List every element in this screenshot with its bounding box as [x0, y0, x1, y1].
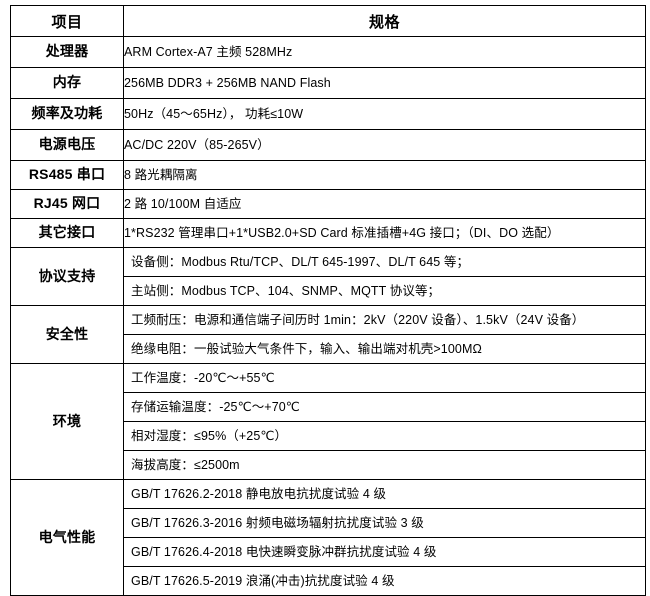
environment-operating-temperature: 工作温度：-20℃～+55℃: [124, 364, 645, 393]
electrical-surge-immunity: GB/T 17626.5-2019 浪涌(冲击)抗扰度试验 4 级: [124, 566, 645, 595]
row-value-memory: 256MB DDR3 + 256MB NAND Flash: [123, 67, 646, 99]
row-value-supply-voltage: AC/DC 220V（85-265V）: [123, 129, 646, 161]
sub-row: 绝缘电阻：一般试验大气条件下，输入、输出端对机壳>100MΩ: [124, 334, 645, 363]
row-label-frequency-power: 频率及功耗: [10, 98, 124, 130]
table-row: 电源电压 AC/DC 220V（85-265V）: [10, 129, 646, 161]
electrical-eft-burst-immunity: GB/T 17626.4-2018 电快速瞬变脉冲群抗扰度试验 4 级: [124, 537, 645, 567]
table-row: 安全性 工频耐压：电源和通信端子间历时 1min：2kV（220V 设备）、1.…: [10, 305, 646, 364]
header-spec: 规格: [123, 5, 646, 37]
row-label-protocol-support: 协议支持: [10, 247, 124, 306]
table-row: 其它接口 1*RS232 管理串口+1*USB2.0+SD Card 标准插槽+…: [10, 218, 646, 248]
row-label-rs485-serial: RS485 串口: [10, 160, 124, 190]
table-row: RS485 串口 8 路光耦隔离: [10, 160, 646, 190]
sub-row: 存储运输温度：-25℃～+70℃: [124, 392, 645, 422]
safety-withstand-voltage: 工频耐压：电源和通信端子间历时 1min：2kV（220V 设备）、1.5kV（…: [124, 306, 645, 335]
table-row: 处理器 ARM Cortex-A7 主频 528MHz: [10, 36, 646, 68]
sub-row: 海拔高度：≤2500m: [124, 450, 645, 479]
environment-storage-transport-temperature: 存储运输温度：-25℃～+70℃: [124, 392, 645, 422]
sub-table-protocol: 设备侧：Modbus Rtu/TCP、DL/T 645-1997、DL/T 64…: [124, 248, 645, 305]
row-label-supply-voltage: 电源电压: [10, 129, 124, 161]
row-value-safety: 工频耐压：电源和通信端子间历时 1min：2kV（220V 设备）、1.5kV（…: [123, 305, 646, 364]
row-label-processor: 处理器: [10, 36, 124, 68]
table-row: 电气性能 GB/T 17626.2-2018 静电放电抗扰度试验 4 级 GB/…: [10, 479, 646, 596]
environment-relative-humidity: 相对湿度：≤95%（+25℃）: [124, 421, 645, 451]
row-value-environment: 工作温度：-20℃～+55℃ 存储运输温度：-25℃～+70℃ 相对湿度：≤95…: [123, 363, 646, 480]
sub-table-environment: 工作温度：-20℃～+55℃ 存储运输温度：-25℃～+70℃ 相对湿度：≤95…: [124, 364, 645, 479]
sub-table-safety: 工频耐压：电源和通信端子间历时 1min：2kV（220V 设备）、1.5kV（…: [124, 306, 645, 363]
header-item: 项目: [10, 5, 124, 37]
row-label-safety: 安全性: [10, 305, 124, 364]
row-value-electrical-performance: GB/T 17626.2-2018 静电放电抗扰度试验 4 级 GB/T 176…: [123, 479, 646, 596]
row-label-environment: 环境: [10, 363, 124, 480]
electrical-esd-immunity: GB/T 17626.2-2018 静电放电抗扰度试验 4 级: [124, 480, 645, 509]
sub-row: GB/T 17626.4-2018 电快速瞬变脉冲群抗扰度试验 4 级: [124, 537, 645, 567]
sub-row: GB/T 17626.5-2019 浪涌(冲击)抗扰度试验 4 级: [124, 566, 645, 595]
protocol-device-side: 设备侧：Modbus Rtu/TCP、DL/T 645-1997、DL/T 64…: [124, 248, 645, 277]
environment-altitude: 海拔高度：≤2500m: [124, 450, 645, 479]
sub-table-electrical: GB/T 17626.2-2018 静电放电抗扰度试验 4 级 GB/T 176…: [124, 480, 645, 595]
sub-row: 设备侧：Modbus Rtu/TCP、DL/T 645-1997、DL/T 64…: [124, 248, 645, 277]
row-value-rs485-serial: 8 路光耦隔离: [123, 160, 646, 190]
row-label-rj45-ethernet: RJ45 网口: [10, 189, 124, 219]
row-label-electrical-performance: 电气性能: [10, 479, 124, 596]
row-value-processor: ARM Cortex-A7 主频 528MHz: [123, 36, 646, 68]
row-value-protocol-support: 设备侧：Modbus Rtu/TCP、DL/T 645-1997、DL/T 64…: [123, 247, 646, 306]
row-value-other-interfaces: 1*RS232 管理串口+1*USB2.0+SD Card 标准插槽+4G 接口…: [123, 218, 646, 248]
table-header-row: 项目 规格: [10, 5, 646, 37]
electrical-rf-field-immunity: GB/T 17626.3-2016 射频电磁场辐射抗扰度试验 3 级: [124, 508, 645, 538]
table-row: 环境 工作温度：-20℃～+55℃ 存储运输温度：-25℃～+70℃ 相对湿度：…: [10, 363, 646, 480]
page-canvas: 项目 规格 处理器 ARM Cortex-A7 主频 528MHz 内存 256…: [10, 5, 646, 596]
table-row: 协议支持 设备侧：Modbus Rtu/TCP、DL/T 645-1997、DL…: [10, 247, 646, 306]
safety-insulation-resistance: 绝缘电阻：一般试验大气条件下，输入、输出端对机壳>100MΩ: [124, 334, 645, 363]
table-row: RJ45 网口 2 路 10/100M 自适应: [10, 189, 646, 219]
sub-row: 工频耐压：电源和通信端子间历时 1min：2kV（220V 设备）、1.5kV（…: [124, 306, 645, 335]
sub-row: GB/T 17626.2-2018 静电放电抗扰度试验 4 级: [124, 480, 645, 509]
protocol-master-side: 主站侧：Modbus TCP、104、SNMP、MQTT 协议等；: [124, 276, 645, 305]
sub-row: 相对湿度：≤95%（+25℃）: [124, 421, 645, 451]
row-value-frequency-power: 50Hz（45～65Hz）， 功耗≤10W: [123, 98, 646, 130]
specification-table: 项目 规格 处理器 ARM Cortex-A7 主频 528MHz 内存 256…: [10, 5, 646, 596]
table-row: 内存 256MB DDR3 + 256MB NAND Flash: [10, 67, 646, 99]
sub-row: 工作温度：-20℃～+55℃: [124, 364, 645, 393]
row-label-other-interfaces: 其它接口: [10, 218, 124, 248]
row-value-rj45-ethernet: 2 路 10/100M 自适应: [123, 189, 646, 219]
row-label-memory: 内存: [10, 67, 124, 99]
sub-row: GB/T 17626.3-2016 射频电磁场辐射抗扰度试验 3 级: [124, 508, 645, 538]
sub-row: 主站侧：Modbus TCP、104、SNMP、MQTT 协议等；: [124, 276, 645, 305]
table-row: 频率及功耗 50Hz（45～65Hz）， 功耗≤10W: [10, 98, 646, 130]
